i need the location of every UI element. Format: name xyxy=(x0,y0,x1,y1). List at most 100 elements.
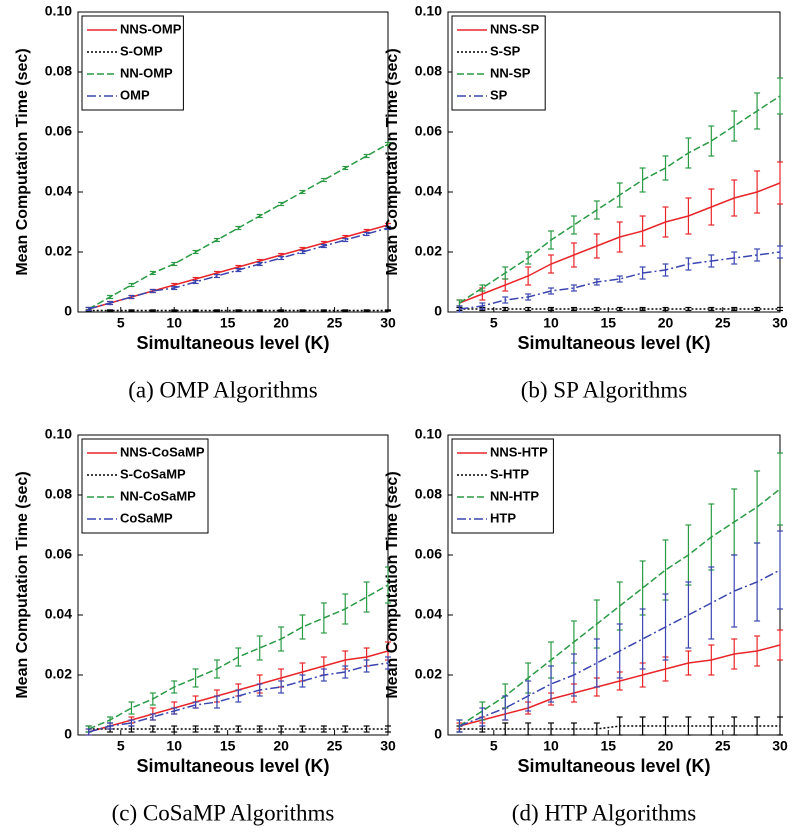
error-bar xyxy=(548,287,555,295)
x-tick-label: 20 xyxy=(273,315,289,331)
error-bar xyxy=(107,294,114,300)
error-bar xyxy=(149,270,156,276)
error-bar xyxy=(616,716,623,736)
error-bar xyxy=(777,306,783,312)
y-tick-label: 0.02 xyxy=(415,243,442,259)
panel: 0 0.02 0.04 0.06 0.08 0.10 5 10 15 20 25 30 Simultan… xyxy=(384,3,788,403)
error-bar xyxy=(278,201,285,207)
x-tick-label: 5 xyxy=(117,315,125,331)
error-bar xyxy=(731,554,738,628)
error-bar xyxy=(685,257,692,271)
x-tick-label: 10 xyxy=(543,315,559,331)
error-bar xyxy=(570,306,577,312)
error-bar xyxy=(128,282,135,288)
error-bar xyxy=(278,725,285,733)
error-bar xyxy=(593,200,600,220)
error-bar xyxy=(235,267,242,273)
error-bar xyxy=(525,293,532,301)
error-bar xyxy=(171,309,178,312)
error-bar xyxy=(256,635,263,661)
y-axis-label: Mean Computation Time (sec) xyxy=(14,48,31,275)
error-bar xyxy=(320,668,327,682)
x-tick-label: 15 xyxy=(220,315,236,331)
legend: NNS-HTP S-HTP NN-HTP HTP xyxy=(451,438,554,534)
x-tick-label: 20 xyxy=(658,738,674,754)
error-bar xyxy=(213,695,220,709)
x-tick-label: 30 xyxy=(380,315,396,331)
error-bar xyxy=(639,306,646,312)
error-bar xyxy=(213,659,220,679)
y-tick-label: 0 xyxy=(64,726,72,742)
error-bar xyxy=(342,237,349,243)
error-bar xyxy=(256,683,263,697)
error-bar xyxy=(456,719,463,733)
error-bar xyxy=(708,306,715,312)
y-tick-label: 0.04 xyxy=(415,606,442,622)
y-tick-label: 0.06 xyxy=(415,123,442,139)
error-bar xyxy=(548,306,555,312)
error-bar xyxy=(299,614,306,640)
error-bar xyxy=(299,249,306,255)
error-bar xyxy=(320,602,327,634)
error-bar xyxy=(235,647,242,667)
error-bar xyxy=(616,623,623,679)
error-bar xyxy=(548,230,555,250)
error-bar xyxy=(754,716,761,736)
error-bar xyxy=(685,137,692,169)
y-tick-label: 0.04 xyxy=(45,606,72,622)
error-bar xyxy=(342,665,349,679)
error-bar xyxy=(525,680,532,712)
error-bar xyxy=(149,713,156,721)
error-bar xyxy=(502,306,509,312)
legend-box xyxy=(81,438,209,534)
error-bar xyxy=(548,665,555,703)
error-bar xyxy=(639,608,646,670)
error-bar xyxy=(502,695,509,721)
error-bar xyxy=(192,279,199,285)
legend-label: OMP xyxy=(120,87,150,102)
error-bar xyxy=(685,716,692,736)
error-bar xyxy=(342,165,349,171)
error-bar xyxy=(171,725,178,733)
legend: NNS-SP S-SP NN-SP SP xyxy=(451,15,546,111)
error-bar xyxy=(479,707,486,727)
x-tick-label: 15 xyxy=(600,315,616,331)
x-axis-label: Simultaneous level (K) xyxy=(517,756,710,776)
legend-label: NN-CoSaMP xyxy=(120,488,196,503)
error-bar xyxy=(662,263,669,277)
x-tick-label: 5 xyxy=(490,738,498,754)
y-tick-label: 0.10 xyxy=(45,3,72,19)
panel: 0 0.02 0.04 0.06 0.08 0.10 5 10 15 20 25 30 Simultan… xyxy=(14,426,396,826)
y-tick-label: 0.06 xyxy=(45,546,72,562)
error-bar xyxy=(363,231,370,237)
error-bar xyxy=(616,221,623,253)
error-bar xyxy=(777,245,783,259)
error-bar xyxy=(278,680,285,694)
error-bar xyxy=(708,716,715,736)
error-bar xyxy=(299,725,306,733)
error-bar xyxy=(107,309,114,312)
x-tick-label: 30 xyxy=(772,738,788,754)
error-bar xyxy=(320,309,327,312)
x-tick-label: 25 xyxy=(327,315,343,331)
error-bar xyxy=(570,653,577,697)
y-tick-label: 0.08 xyxy=(45,63,72,79)
error-bar xyxy=(525,266,532,286)
y-tick-label: 0.10 xyxy=(415,3,442,19)
error-bar xyxy=(278,309,285,312)
error-bar xyxy=(385,656,391,670)
error-bar xyxy=(479,284,486,292)
legend-box xyxy=(81,15,184,111)
error-bar xyxy=(616,275,623,283)
y-tick-label: 0.08 xyxy=(415,486,442,502)
error-bar xyxy=(777,530,783,610)
y-axis-label: Mean Computation Time (sec) xyxy=(384,48,401,275)
error-bar xyxy=(548,254,555,274)
x-tick-label: 10 xyxy=(543,738,559,754)
error-bar xyxy=(299,309,306,312)
error-bar xyxy=(171,285,178,291)
error-bar xyxy=(171,680,178,694)
panel: 0 0.02 0.04 0.06 0.08 0.10 5 10 15 20 25 30 Simultan… xyxy=(384,426,788,826)
error-bar xyxy=(363,725,370,733)
error-bar xyxy=(731,638,738,670)
